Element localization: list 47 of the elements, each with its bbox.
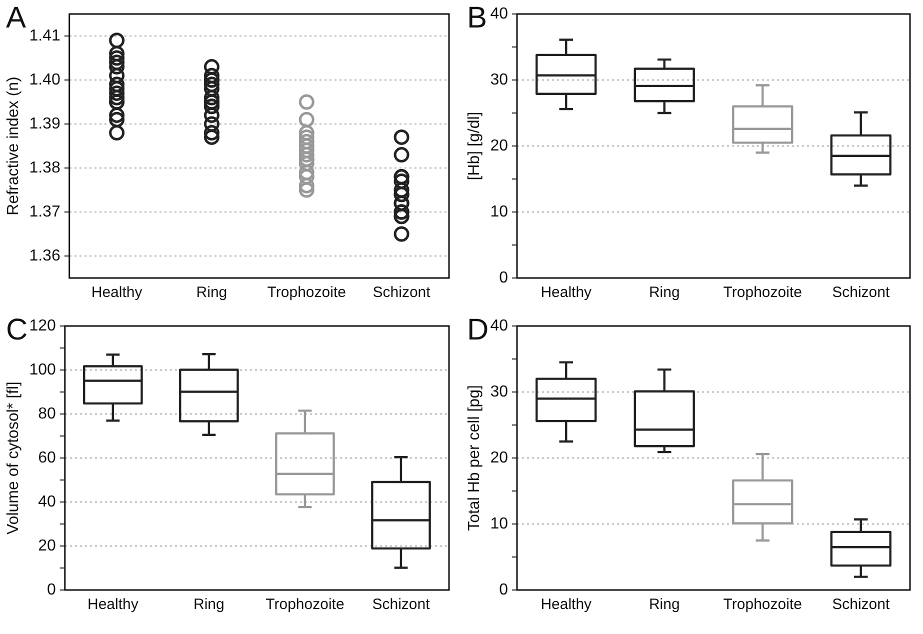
y-tick-label: 1.39 (29, 115, 60, 132)
y-axis-title: Refractive index (n) (5, 76, 22, 216)
y-tick-label: 20 (490, 449, 508, 466)
y-tick-label: 1.37 (29, 203, 60, 220)
y-tick-label: 1.38 (29, 159, 60, 176)
y-tick-label: 40 (490, 5, 508, 22)
x-tick-label: Schizont (832, 596, 890, 614)
x-tick-label: Healthy (540, 596, 592, 614)
x-tick-label: Healthy (540, 284, 592, 302)
x-tick-label: Trophozoite (723, 284, 802, 302)
x-tick-label: Schizont (372, 596, 431, 614)
x-tick-label: Trophozoite (723, 596, 802, 614)
x-tick-label: Ring (194, 596, 224, 614)
y-tick-label: 30 (490, 71, 508, 88)
y-tick-label: 100 (29, 361, 56, 378)
y-tick-label: 1.40 (29, 71, 60, 88)
y-tick-label: 10 (490, 203, 508, 220)
chart-title: A (6, 1, 26, 34)
y-tick-label: 1.41 (29, 27, 60, 44)
x-tick-label: Healthy (91, 284, 143, 302)
y-tick-label: 1.36 (29, 247, 60, 264)
chart-title: C (6, 313, 28, 346)
x-tick-label: Schizont (372, 284, 432, 302)
chart-title: B (467, 1, 488, 34)
x-tick-label: Ring (648, 596, 680, 614)
y-tick-label: 0 (499, 581, 508, 598)
x-tick-label: Trophozoite (267, 284, 346, 302)
x-tick-label: Healthy (87, 596, 139, 614)
y-tick-label: 60 (38, 449, 56, 466)
x-tick-label: Trophozoite (266, 596, 344, 614)
y-tick-label: 40 (490, 317, 508, 334)
y-tick-label: 120 (29, 317, 56, 334)
y-tick-label: 0 (499, 269, 508, 286)
x-tick-label: Ring (648, 284, 680, 302)
y-tick-label: 40 (38, 493, 56, 510)
y-axis-title: Total Hb per cell [pg] (466, 385, 484, 531)
x-tick-label: Ring (196, 284, 228, 302)
y-axis-title: Volume of cytosol* [fl] (5, 382, 22, 534)
y-tick-label: 0 (46, 581, 56, 598)
y-tick-label: 30 (490, 383, 508, 400)
x-tick-label: Schizont (832, 284, 890, 302)
chart-title: D (467, 313, 489, 346)
y-tick-label: 80 (38, 405, 56, 422)
y-tick-label: 20 (490, 137, 508, 154)
y-tick-label: 20 (38, 537, 56, 554)
y-tick-label: 10 (490, 515, 508, 532)
y-axis-title: [Hb] [g/dl] (466, 112, 484, 180)
